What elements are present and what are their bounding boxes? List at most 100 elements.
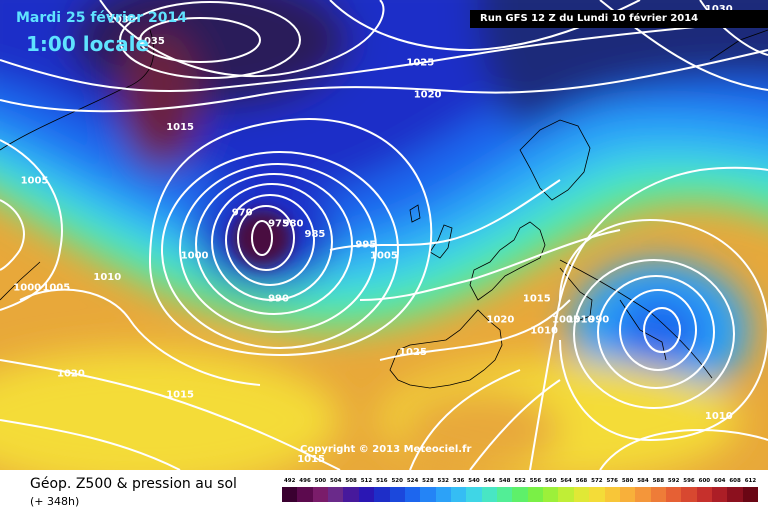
scale-swatch [282, 487, 298, 502]
scale-swatch [681, 487, 697, 502]
scale-swatch [466, 487, 482, 502]
isobar-label: 995 [355, 240, 376, 251]
isobar-label: 1025 [406, 58, 434, 69]
scale-label: 564 [560, 478, 572, 484]
color-scale: 492 496 500 504 508 512 516 520 524 528 532 536 540 5… [282, 478, 759, 504]
scale-label: 528 [422, 478, 434, 484]
isobar-label: 1025 [399, 347, 427, 358]
scale-label: 544 [483, 478, 496, 484]
scale-swatch [543, 487, 559, 502]
scale-swatch [512, 487, 528, 502]
isobars [0, 0, 768, 470]
scale-swatch [727, 487, 743, 502]
coastlines [0, 29, 768, 389]
geopotential-field [0, 0, 768, 470]
scale-swatch [527, 487, 544, 502]
scale-swatch [404, 487, 421, 502]
scale-label: 516 [376, 478, 388, 484]
scale-label: 572 [591, 478, 603, 484]
weather-map: 1030 1035 1025 1020 1015 1005 970 975 980 985 995 1… [0, 0, 768, 470]
scale-swatch [742, 487, 759, 502]
copyright: Copyright © 2013 Meteociel.fr [300, 444, 472, 455]
forecast-date: Mardi 25 février 2014 [16, 10, 187, 26]
isobar-label: 1030 [108, 15, 136, 26]
isobar-label: 1020 [414, 90, 442, 101]
isobar-label: 1015 [297, 454, 325, 465]
isobar-label: 1010 [530, 325, 558, 336]
scale-swatch [650, 487, 666, 502]
scale-swatch [712, 487, 728, 502]
scale-swatch [389, 487, 405, 502]
scale-label: 552 [514, 478, 526, 484]
scale-swatch [312, 487, 329, 502]
scale-swatch [358, 487, 375, 502]
scale-swatch [420, 487, 436, 502]
scale-swatch [435, 487, 451, 502]
scale-swatch [573, 487, 590, 502]
isobar-label: 990 [588, 315, 609, 326]
isobar-label: 1000 [13, 283, 41, 294]
scale-label: 532 [437, 478, 450, 484]
isobar-label: 1020 [487, 315, 515, 326]
scale-label: 604 [714, 478, 726, 484]
scale-label: 592 [667, 478, 680, 484]
scale-label: 560 [545, 478, 557, 484]
isobar-labels: 1030103510251020101510059709759809859951… [13, 4, 732, 465]
color-scale-bar [282, 487, 759, 502]
scale-label: 496 [299, 478, 311, 484]
color-scale-labels: 492 496 500 504 508 512 516 520 524 528 532 536 540 5… [282, 478, 758, 484]
scale-label: 540 [468, 478, 480, 484]
scale-label: 500 [314, 478, 327, 484]
scale-swatch [635, 487, 651, 502]
product-title: Géop. Z500 & pression au sol [30, 476, 237, 492]
isobar-label: 1015 [166, 390, 194, 401]
isobar-label: 985 [305, 229, 326, 240]
isobar-label: 990 [268, 293, 289, 304]
scale-label: 508 [345, 478, 357, 484]
scale-label: 548 [498, 478, 511, 484]
isobar-label: 1005 [42, 283, 70, 294]
isobar-label: 1005 [21, 175, 49, 186]
scale-swatch [696, 487, 713, 502]
isobar-label: 970 [232, 208, 253, 219]
scale-label: 588 [652, 478, 665, 484]
isobar-label: 980 [283, 218, 304, 229]
isobar-label: 975 [268, 218, 289, 229]
scale-label: 504 [330, 478, 342, 484]
run-info: Run GFS 12 Z du Lundi 10 février 2014 [470, 10, 768, 28]
pressure-chart: 1030103510251020101510059709759809859951… [0, 0, 768, 470]
scale-label: 536 [452, 478, 465, 484]
isobar-label: 1010 [705, 411, 733, 422]
scale-label: 520 [391, 478, 403, 484]
scale-swatch [665, 487, 682, 502]
scale-swatch [374, 487, 390, 502]
scale-swatch [450, 487, 467, 502]
scale-swatch [619, 487, 636, 502]
scale-swatch [558, 487, 574, 502]
isobar-label: 1015 [166, 122, 194, 133]
isobar-label: 1000 [181, 250, 209, 261]
scale-label: 512 [360, 478, 373, 484]
isobar-label: 1030 [705, 4, 733, 15]
scale-label: 596 [683, 478, 695, 484]
scale-swatch [328, 487, 344, 502]
isobar-label: 1005 [370, 250, 398, 261]
scale-label: 580 [621, 478, 634, 484]
scale-label: 568 [575, 478, 588, 484]
isobar-label: 1015 [523, 293, 551, 304]
scale-swatch [481, 487, 498, 502]
scale-swatch [297, 487, 313, 502]
scale-label: 608 [729, 478, 741, 484]
lead-time: (+ 348h) [30, 495, 80, 508]
scale-label: 600 [698, 478, 711, 484]
isobar-label: 1005 [552, 315, 580, 326]
legend-bar: Géop. Z500 & pression au sol (+ 348h) 49… [0, 470, 768, 512]
scale-label: 584 [637, 478, 649, 484]
scale-swatch [497, 487, 513, 502]
scale-label: 492 [283, 478, 296, 484]
scale-label: 556 [529, 478, 542, 484]
scale-swatch [343, 487, 359, 502]
scale-label: 524 [406, 478, 419, 484]
isobar-label: 1020 [57, 368, 85, 379]
scale-label: 612 [744, 478, 757, 484]
